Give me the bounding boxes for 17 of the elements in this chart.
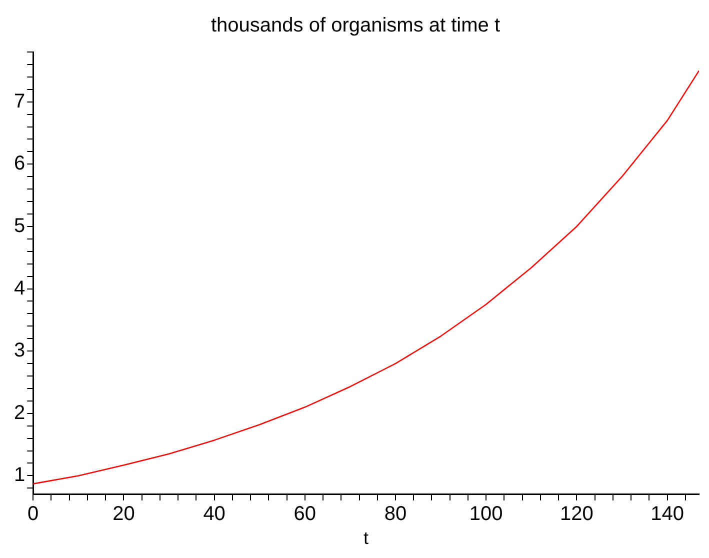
y-tick-label: 1 xyxy=(14,464,26,486)
x-tick-label: 120 xyxy=(560,502,594,525)
x-tick-label: 40 xyxy=(203,502,226,525)
x-axis-title: t xyxy=(364,528,369,548)
x-tick-label: 20 xyxy=(112,502,135,525)
x-tick-label: 0 xyxy=(28,502,39,525)
y-tick-label: 4 xyxy=(14,277,26,300)
x-tick-label: 80 xyxy=(384,502,407,525)
y-tick-label: 6 xyxy=(14,152,26,175)
y-tick-label: 7 xyxy=(14,90,26,112)
x-tick-label: 60 xyxy=(294,502,316,525)
y-tick-label: 2 xyxy=(14,402,26,424)
x-tick-label: 140 xyxy=(650,502,684,525)
chart-title: thousands of organisms at time t xyxy=(210,14,500,37)
x-tick-label: 100 xyxy=(469,502,503,525)
y-tick-label: 3 xyxy=(14,340,26,362)
y-tick-label: 5 xyxy=(14,214,26,237)
